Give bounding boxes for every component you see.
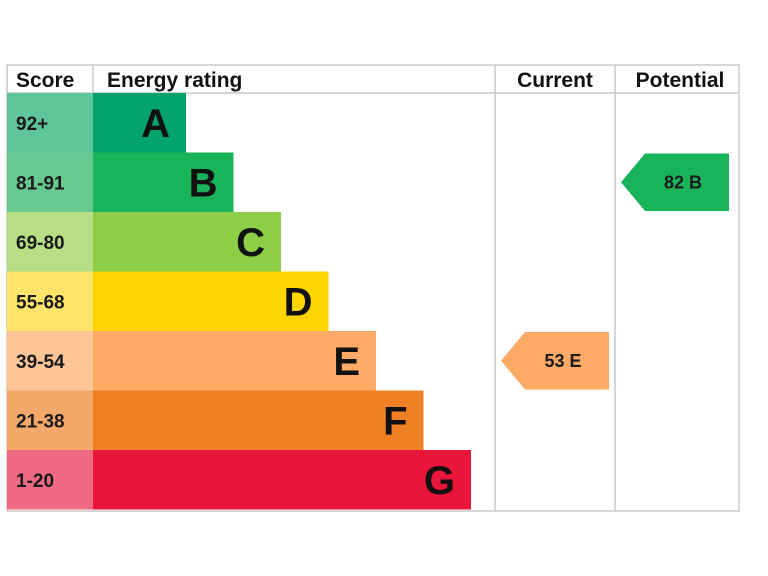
rating-letter-f: F [383,399,407,443]
header-potential: Potential [636,69,725,92]
rating-arrows: 53 E 82 B [501,153,729,390]
rating-letter-a: A [141,102,170,146]
current-rating-arrow [501,332,609,390]
score-range-a: 92+ [16,114,48,135]
rating-bar-b [93,152,234,212]
score-cell-e [7,331,93,391]
score-cell-c [7,212,93,272]
score-range-d: 55-68 [16,292,65,313]
score-cell-a [7,93,93,153]
rating-bands: 92+ A 81-91 B 69-80 C 55-68 D 39-54 E 21-38 F 1-20 G [7,93,471,510]
score-range-g: 1-20 [16,471,54,492]
score-range-c: 69-80 [16,233,65,254]
potential-rating-label: 82 B [664,172,702,192]
rating-bar-a [93,93,186,153]
score-cell-b [7,152,93,212]
rating-letter-c: C [236,221,265,265]
header-score: Score [16,69,74,92]
rating-bar-g [93,450,471,510]
potential-rating-arrow [621,153,729,211]
header-energy-rating: Energy rating [107,69,242,92]
rating-bar-c [93,212,281,272]
score-range-b: 81-91 [16,173,65,194]
rating-letter-b: B [189,161,218,205]
current-rating-label: 53 E [544,351,581,371]
rating-letter-e: E [333,340,360,384]
rating-bar-f [93,390,424,450]
rating-bar-d [93,271,329,331]
score-cell-f [7,390,93,450]
score-range-f: 21-38 [16,411,65,432]
rating-letter-g: G [424,459,455,503]
score-range-e: 39-54 [16,352,65,373]
rating-letter-d: D [284,280,313,324]
rating-bar-e [93,331,376,391]
score-cell-d [7,271,93,331]
header-current: Current [517,69,593,92]
score-cell-g [7,450,93,510]
